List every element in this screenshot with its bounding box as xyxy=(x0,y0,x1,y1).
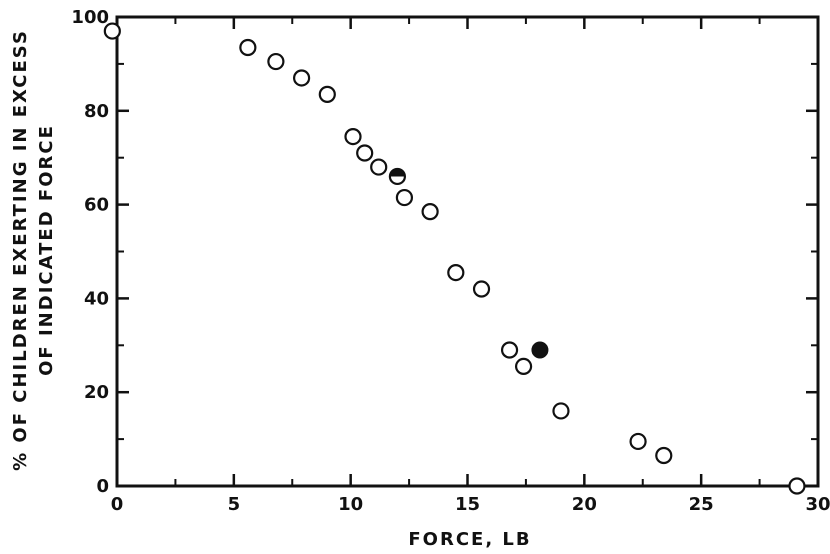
x-tick-label: 20 xyxy=(572,494,597,515)
x-axis-title: FORCE, LB xyxy=(408,529,531,550)
data-point-filled xyxy=(531,341,549,359)
data-point-open xyxy=(655,446,673,465)
data-point-open xyxy=(421,203,439,221)
data-point-open xyxy=(447,264,465,282)
y-tick-label: 0 xyxy=(96,476,109,497)
y-axis-title-line-2: OF INDICATED FORCE xyxy=(36,124,57,376)
data-point-open xyxy=(500,341,519,359)
data-point-open xyxy=(472,280,491,298)
x-tick-label: 15 xyxy=(455,494,480,515)
x-tick-label: 5 xyxy=(228,494,241,515)
data-point-open xyxy=(103,22,121,40)
data-point-open xyxy=(788,477,806,495)
data-point-open xyxy=(267,52,285,71)
data-point-half-filled xyxy=(388,167,406,186)
data-point-open xyxy=(356,144,374,162)
data-point-open xyxy=(292,69,311,87)
x-tick-label: 30 xyxy=(805,494,830,515)
data-point-open xyxy=(514,357,533,376)
ticks xyxy=(115,15,820,488)
data-point-open xyxy=(239,38,257,57)
plot-frame xyxy=(115,15,820,488)
data-points xyxy=(103,22,806,495)
tick-labels: 0 5 10 15 20 25 30 0 20 40 60 80 100 xyxy=(71,7,830,515)
data-point-open xyxy=(395,188,414,207)
x-tick-label: 10 xyxy=(338,494,363,515)
y-tick-label: 40 xyxy=(84,288,109,309)
y-tick-label: 20 xyxy=(84,382,109,403)
data-point-open xyxy=(629,432,647,451)
data-point-open xyxy=(344,127,362,146)
data-point-open xyxy=(318,85,336,103)
data-point-open xyxy=(552,402,570,420)
y-axis-title-line-1: % OF CHILDREN EXERTING IN EXCESS xyxy=(10,29,31,471)
y-tick-label: 80 xyxy=(84,101,109,122)
x-tick-label: 25 xyxy=(689,494,714,515)
axes xyxy=(115,15,820,488)
y-tick-label: 100 xyxy=(71,7,109,28)
data-point-open xyxy=(370,158,388,176)
x-tick-label: 0 xyxy=(111,494,124,515)
y-tick-label: 60 xyxy=(84,195,109,216)
